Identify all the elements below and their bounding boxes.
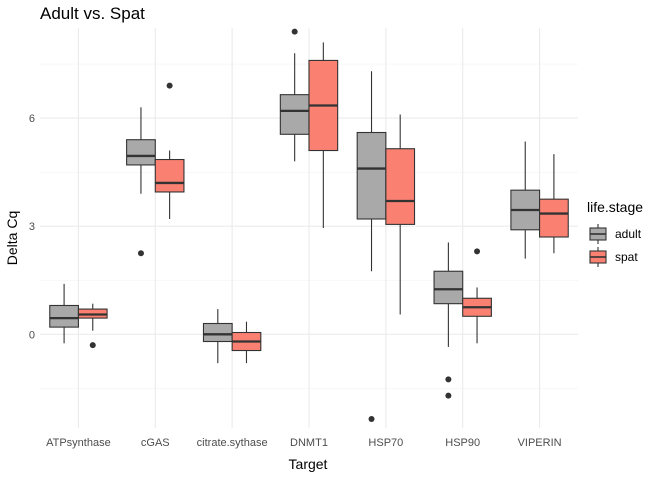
chart-title: Adult vs. Spat xyxy=(40,4,145,23)
box-iqr xyxy=(126,139,156,166)
outlier-point xyxy=(474,248,481,255)
box-adult-cGAS xyxy=(126,107,156,257)
legend-label: adult xyxy=(615,227,642,241)
box-spat-ATPsynthase xyxy=(77,303,108,349)
y-axis-title: Delta Cq xyxy=(4,211,20,265)
box-spat-HSP70 xyxy=(385,114,416,315)
box-spat-citrate.sythase xyxy=(231,321,262,364)
x-tick-label: citrate.sythase xyxy=(197,437,268,449)
legend-items: adult spat xyxy=(587,223,642,268)
x-tick-label: ATPsynthase xyxy=(46,437,111,449)
x-tick-label: HSP70 xyxy=(368,437,403,449)
outlier-point xyxy=(166,82,173,89)
box-spat-HSP90 xyxy=(462,248,492,344)
outlier-point xyxy=(445,392,452,399)
box-adult-VIPERIN xyxy=(510,141,541,259)
box-adult-HSP70 xyxy=(356,71,387,422)
box-iqr xyxy=(385,148,416,225)
box-iqr xyxy=(433,270,464,305)
box-iqr xyxy=(539,198,569,238)
box-spat-DNMT1 xyxy=(308,42,339,228)
y-tick-label: 0 xyxy=(29,329,35,341)
legend-title: life.stage xyxy=(587,199,643,215)
box-spat-VIPERIN xyxy=(539,154,569,254)
outlier-point xyxy=(89,342,96,349)
legend: life.stage adult spat xyxy=(587,199,643,268)
box-iqr xyxy=(202,322,233,343)
outlier-point xyxy=(291,28,298,35)
x-tick-label: VIPERIN xyxy=(518,437,562,449)
box-iqr xyxy=(279,94,310,135)
box-layer xyxy=(49,28,569,422)
box-spat-cGAS xyxy=(154,82,185,219)
x-tick-label: DNMT1 xyxy=(290,437,328,449)
box-iqr xyxy=(49,304,79,328)
legend-item-spat: spat xyxy=(587,246,638,268)
box-iqr xyxy=(356,131,387,220)
outlier-point xyxy=(137,250,144,257)
x-tick-label: HSP90 xyxy=(445,437,480,449)
outlier-point xyxy=(445,376,452,383)
tick-label-layer: 0 3 6 ATPsynthase cGAS citrate.sythase DNMT1 HS… xyxy=(29,113,562,449)
legend-label: spat xyxy=(615,250,638,264)
box-adult-HSP90 xyxy=(433,242,464,399)
y-tick-label: 6 xyxy=(29,113,35,125)
box-adult-DNMT1 xyxy=(279,28,310,162)
x-axis-title: Target xyxy=(289,456,328,472)
x-tick-label: cGAS xyxy=(141,437,170,449)
legend-item-adult: adult xyxy=(587,223,642,245)
box-iqr xyxy=(154,158,185,193)
y-tick-label: 3 xyxy=(29,221,35,233)
outlier-point xyxy=(368,415,375,422)
box-adult-citrate.sythase xyxy=(202,309,233,364)
